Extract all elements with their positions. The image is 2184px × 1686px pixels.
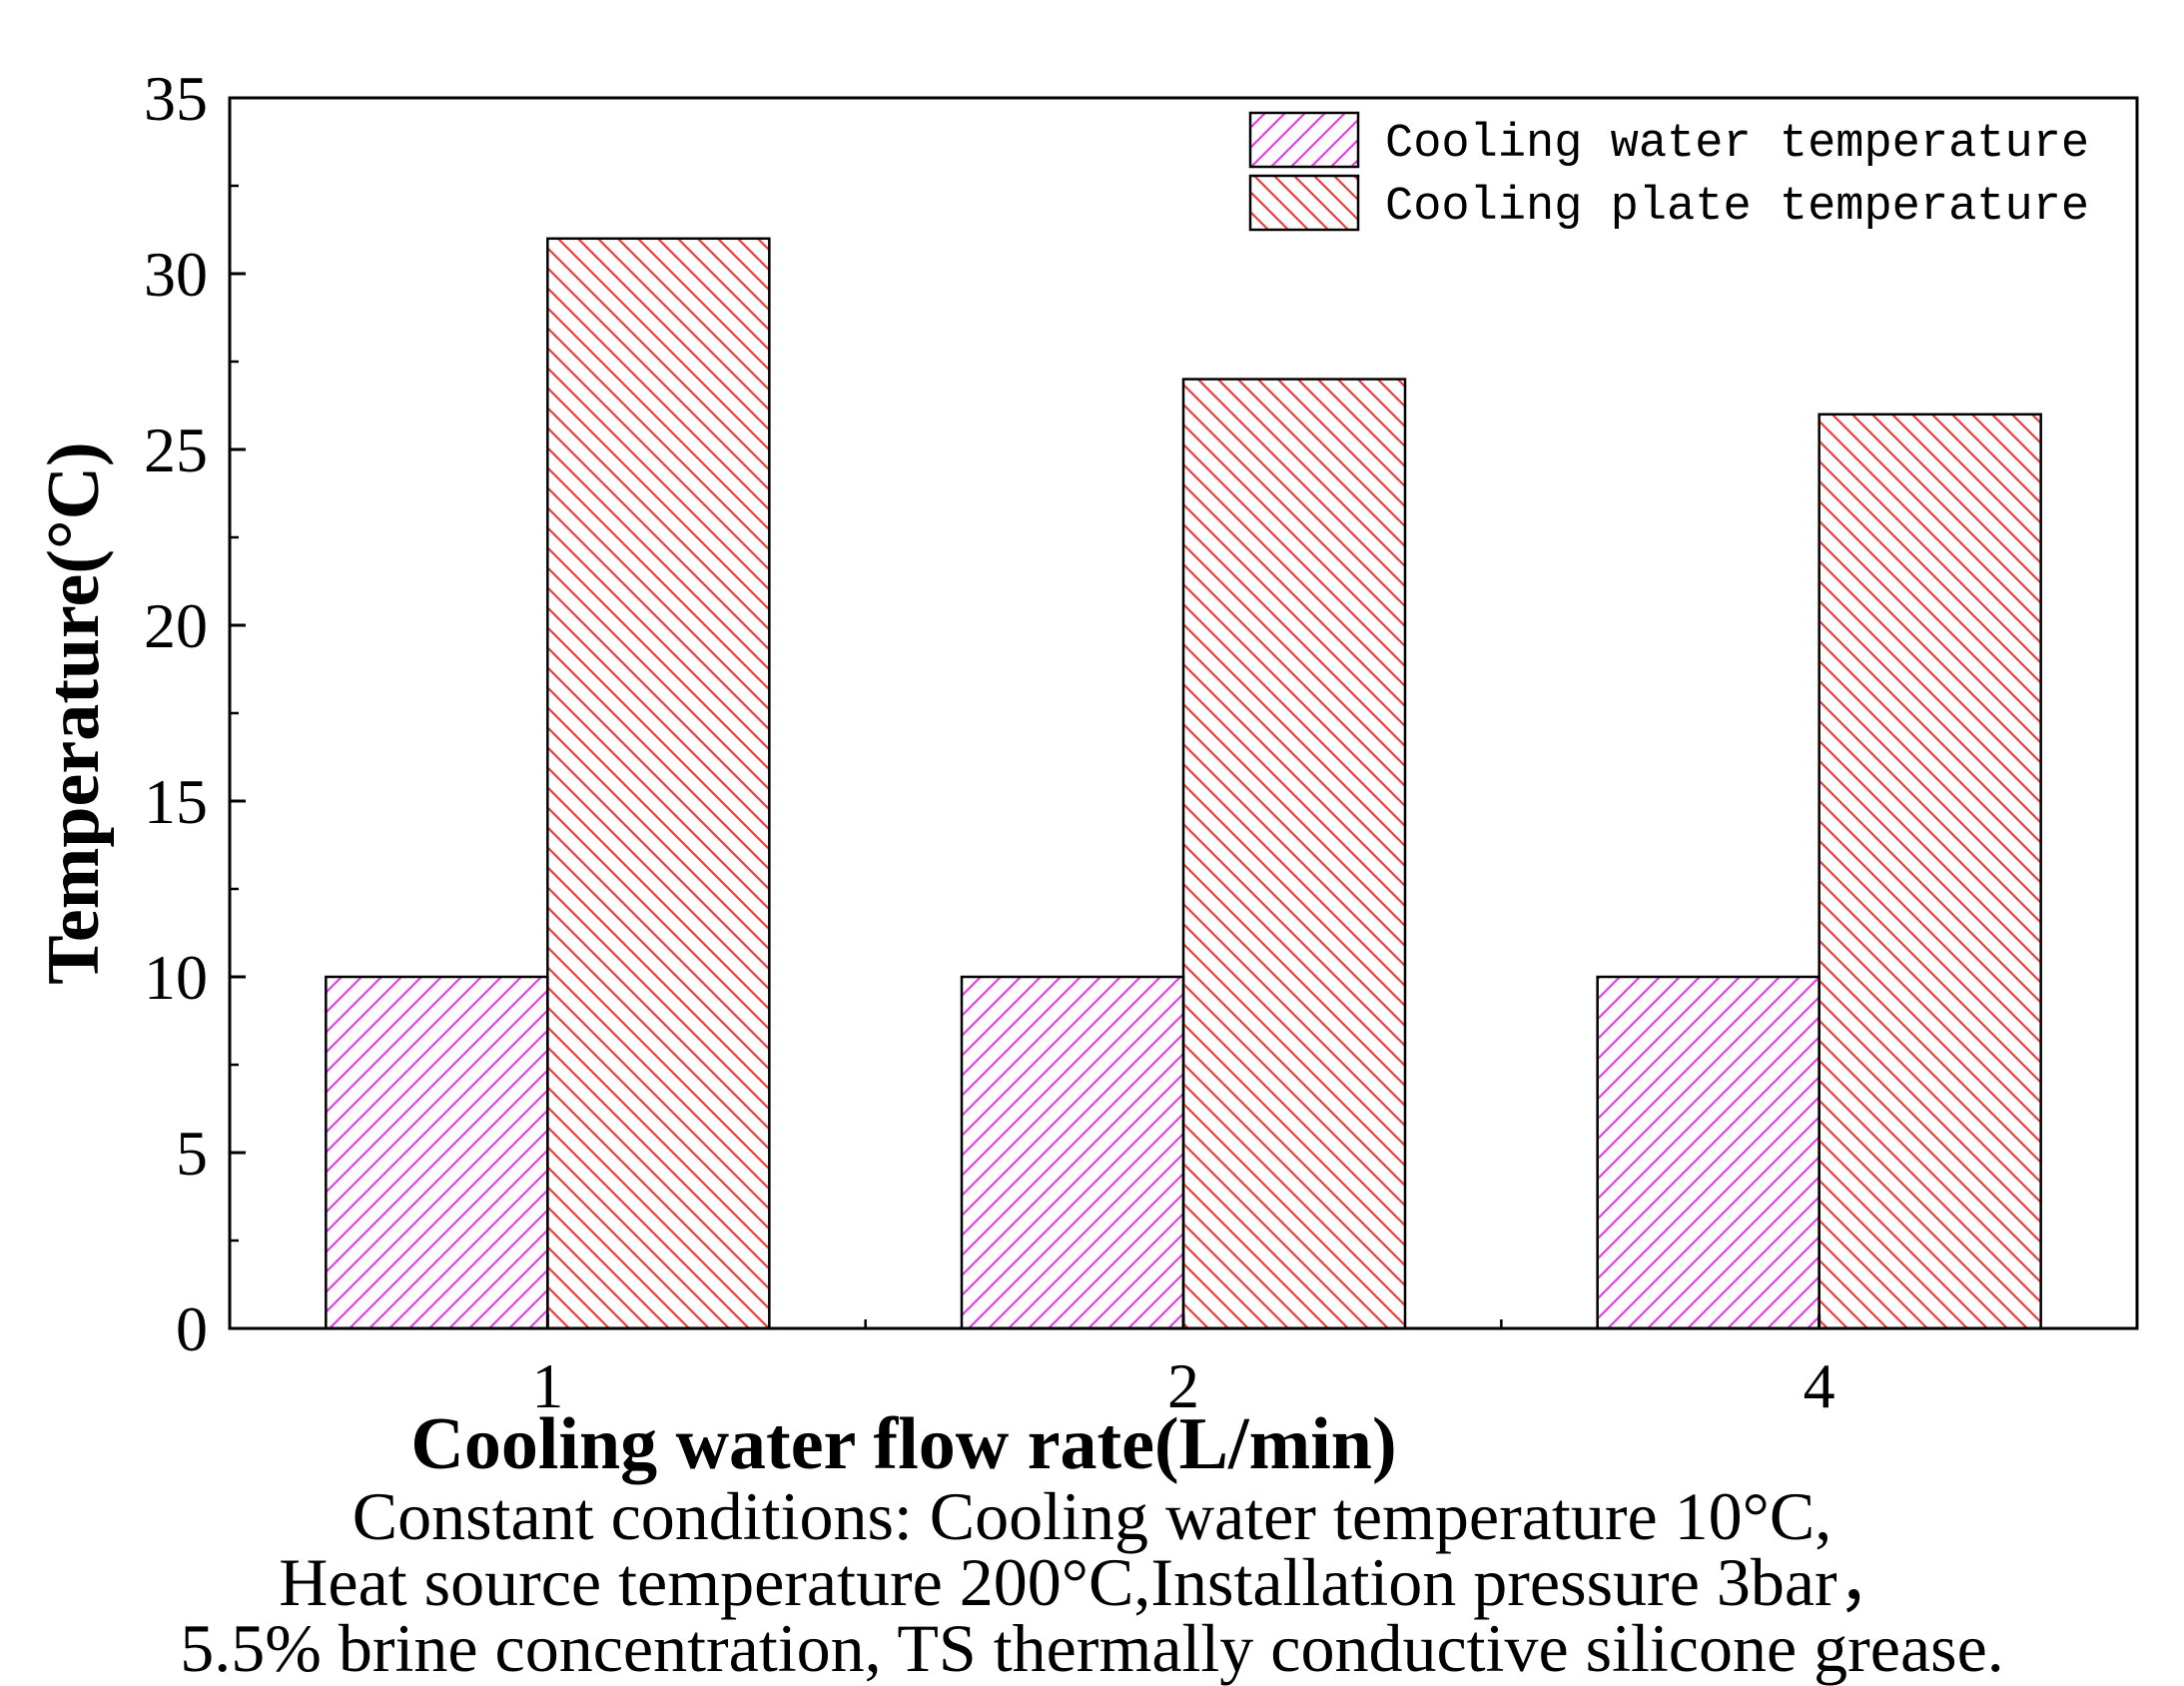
- x-tick-label-1: 1: [531, 1350, 563, 1421]
- legend-swatch-1: [1248, 111, 1360, 169]
- y-tick-label-10: 10: [144, 942, 208, 1013]
- caption-line-1: Constant conditions: Cooling water tempe…: [352, 1478, 1832, 1554]
- bar-cooling-plate-temperature-2: [1181, 378, 1407, 1330]
- legend: Cooling water temperature Cooling plate t…: [1248, 111, 2089, 234]
- bar-cooling-plate-temperature-4: [1818, 413, 2042, 1330]
- legend-label-1: Cooling water temperature: [1385, 118, 2089, 171]
- y-axis-label: Temperature(°C): [33, 441, 115, 984]
- y-tick-label-25: 25: [144, 415, 208, 485]
- y-tick-label-35: 35: [144, 63, 208, 134]
- x-tick-label-2: 2: [1167, 1350, 1199, 1421]
- y-tick-label-15: 15: [144, 766, 208, 837]
- legend-label-2: Cooling plate temperature: [1385, 181, 2089, 234]
- y-tick-label-0: 0: [176, 1293, 208, 1364]
- y-tick-label-20: 20: [144, 590, 208, 661]
- caption-line-3: 5.5% brine concentration, TS thermally c…: [180, 1610, 2004, 1686]
- legend-swatch-2: [1248, 174, 1360, 232]
- bar-cooling-plate-temperature-1: [546, 237, 771, 1330]
- x-axis-label: Cooling water flow rate(L/min): [410, 1403, 1396, 1485]
- bar-cooling-water-temperature-2: [960, 975, 1185, 1330]
- x-tick-label-4: 4: [1804, 1350, 1835, 1421]
- bar-cooling-water-temperature-1: [325, 975, 549, 1330]
- y-tick-label-5: 5: [176, 1118, 208, 1189]
- bar-cooling-water-temperature-4: [1596, 975, 1820, 1330]
- caption-line-2: Heat source temperature 200°C,Installati…: [279, 1544, 1905, 1620]
- y-tick-label-30: 30: [144, 239, 208, 310]
